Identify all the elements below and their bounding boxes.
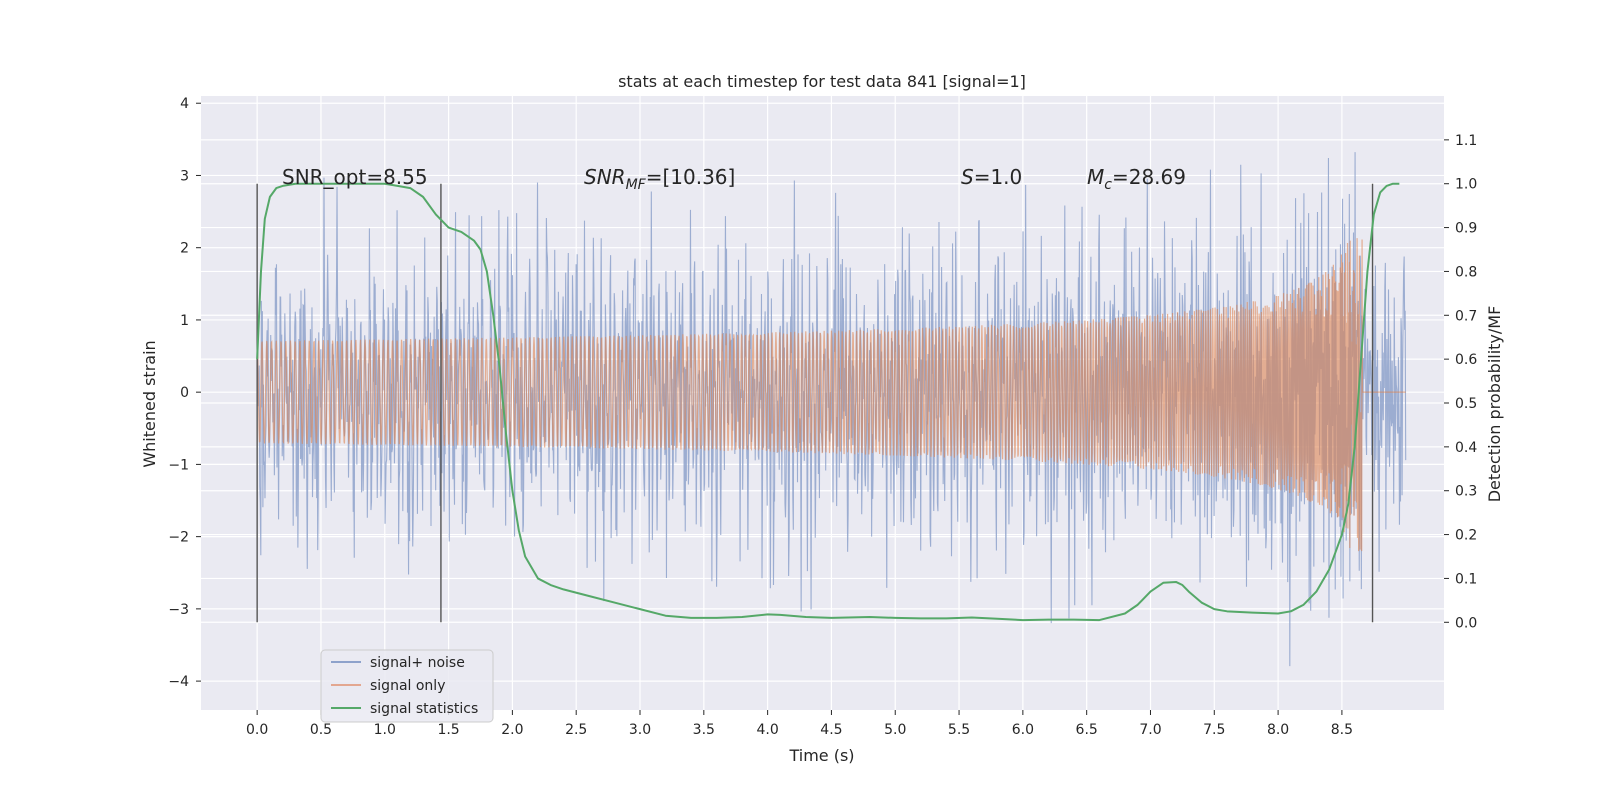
mc-value: =28.69 xyxy=(1112,165,1186,189)
x-tick-label: 6.5 xyxy=(1076,722,1098,738)
y-right-tick-label: 0.7 xyxy=(1455,308,1477,324)
x-tick-label: 3.0 xyxy=(629,722,651,738)
snr-mf-value: =[10.36] xyxy=(646,165,736,189)
y-left-tick-label: 1 xyxy=(180,313,189,329)
y-left-tick-label: 4 xyxy=(180,96,189,112)
x-axis-ticks: 0.0 0.5 1.0 1.5 2.0 2.5 3.0 3.5 4.0 4.5 5.0 5.5 6.0 6… xyxy=(246,710,1353,738)
vertical-markers xyxy=(256,183,1374,623)
snr-mf-symbol: SNR xyxy=(584,165,626,189)
mc-symbol: M xyxy=(1087,165,1104,189)
x-tick-label: 1.0 xyxy=(374,722,396,738)
s-value: =1.0 xyxy=(974,165,1023,189)
x-tick-label: 2.0 xyxy=(501,722,523,738)
x-tick-label: 8.0 xyxy=(1267,722,1289,738)
x-tick-label: 4.0 xyxy=(756,722,778,738)
y-right-tick-label: 1.1 xyxy=(1455,133,1477,149)
y-right-tick-label: 0.6 xyxy=(1455,352,1477,368)
x-tick-label: 7.5 xyxy=(1203,722,1225,738)
signal-statistics-series xyxy=(256,182,1400,622)
s-annotation: S=1.0 xyxy=(961,165,1022,189)
y-left-tick-label: 3 xyxy=(180,168,189,184)
y-right-tick-label: 0.3 xyxy=(1455,484,1477,500)
mc-annotation: Mc=28.69 xyxy=(1087,165,1186,193)
signal-statistics-line xyxy=(256,182,1400,622)
x-axis-label: Time (s) xyxy=(788,746,854,765)
y-left-tick-label: −4 xyxy=(168,674,189,690)
snr-opt-annotation: SNR_opt=8.55 xyxy=(282,165,428,189)
legend-label-signal-noise: signal+ noise xyxy=(370,655,465,671)
y-right-tick-label: 0.5 xyxy=(1455,396,1477,412)
signal-only-series xyxy=(256,238,1406,552)
x-tick-label: 6.0 xyxy=(1012,722,1034,738)
y-left-axis-label: Whitened strain xyxy=(140,340,159,467)
x-tick-label: 7.0 xyxy=(1139,722,1161,738)
y-right-tick-label: 0.9 xyxy=(1455,221,1477,237)
x-tick-label: 8.5 xyxy=(1331,722,1353,738)
y-right-tick-label: 0.1 xyxy=(1455,571,1477,587)
y-right-tick-label: 0.8 xyxy=(1455,264,1477,280)
y-right-tick-label: 0.2 xyxy=(1455,528,1477,544)
signal-only-line xyxy=(256,238,1406,552)
legend: signal+ noise signal only signal statist… xyxy=(320,649,494,723)
y-right-tick-label: 0.4 xyxy=(1455,440,1477,456)
y-left-tick-label: −2 xyxy=(168,530,189,546)
y-left-tick-label: 2 xyxy=(180,241,189,257)
x-tick-label: 0.5 xyxy=(310,722,332,738)
legend-label-signal-statistics: signal statistics xyxy=(370,701,478,717)
x-tick-label: 3.5 xyxy=(693,722,715,738)
legend-label-signal-only: signal only xyxy=(370,678,445,694)
snr-mf-annotation: SNRMF=[10.36] xyxy=(584,165,735,193)
y-right-axis-ticks: 1.1 1.0 0.9 0.8 0.7 0.6 0.5 0.4 0.3 0.2 0.1 0.0 xyxy=(1444,133,1477,631)
x-tick-label: 1.5 xyxy=(437,722,459,738)
x-tick-label: 2.5 xyxy=(565,722,587,738)
y-left-tick-label: 0 xyxy=(180,385,189,401)
y-right-axis-label: Detection probability/MF xyxy=(1485,306,1504,503)
y-right-tick-label: 1.0 xyxy=(1455,177,1477,193)
chart-title: stats at each timestep for test data 841… xyxy=(618,72,1026,91)
y-left-axis-ticks: 4 3 2 1 0 −1 −2 −3 −4 xyxy=(168,96,201,690)
x-tick-label: 0.0 xyxy=(246,722,268,738)
x-tick-label: 4.5 xyxy=(820,722,842,738)
legend-frame xyxy=(320,649,494,723)
snr-mf-subscript: MF xyxy=(626,177,647,193)
y-right-tick-label: 0.0 xyxy=(1455,615,1477,631)
y-left-tick-label: −1 xyxy=(168,457,189,473)
mc-subscript: c xyxy=(1104,177,1112,193)
s-symbol: S xyxy=(961,165,974,189)
x-tick-label: 5.0 xyxy=(884,722,906,738)
y-left-tick-label: −3 xyxy=(168,602,189,618)
x-tick-label: 5.5 xyxy=(948,722,970,738)
